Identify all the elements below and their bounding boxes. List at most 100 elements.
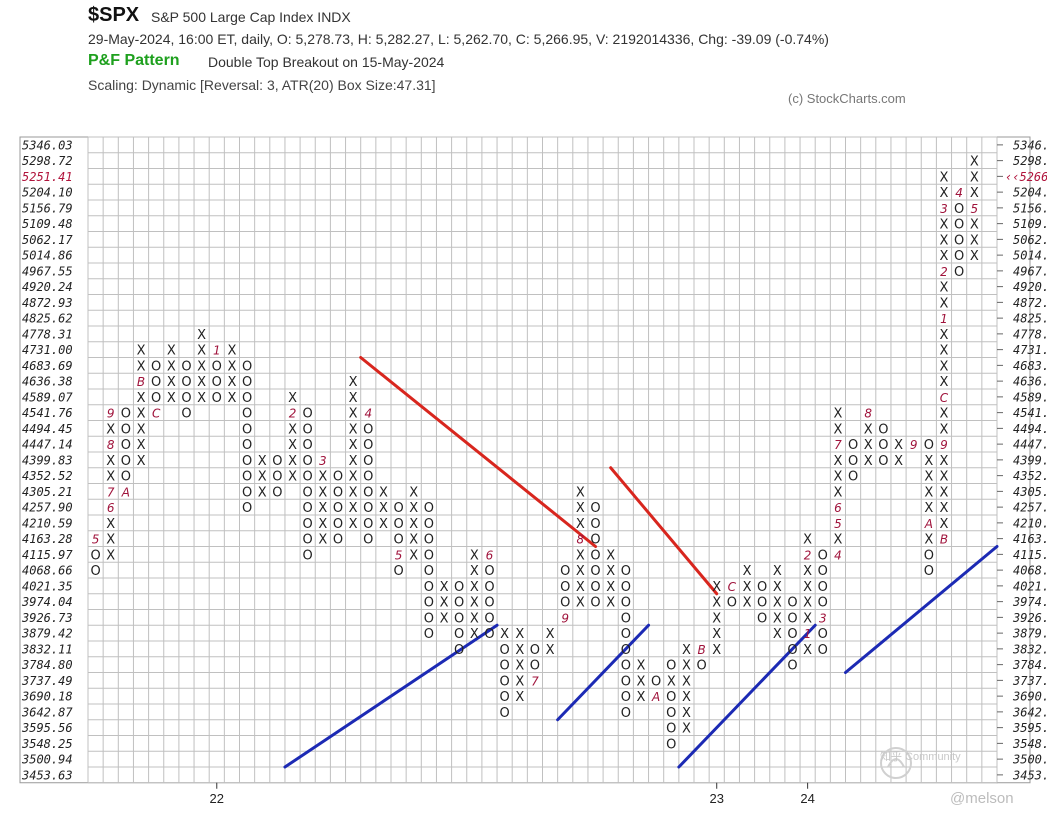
x-mark: X [470,596,479,611]
x-mark: X [803,611,812,626]
x-mark: X [940,328,949,343]
y-tick-label-left: 4399.83 [22,453,73,467]
o-mark: O [666,737,676,752]
o-mark: O [424,501,434,516]
o-mark: O [787,596,797,611]
o-mark: O [500,706,510,721]
month-marker: B [697,643,705,657]
pattern-label: P&F Pattern [88,52,180,69]
author-handle: @melson [950,790,1014,807]
x-mark: X [940,186,949,201]
o-mark: O [560,580,570,595]
x-mark: X [743,596,752,611]
x-mark: X [576,564,585,579]
y-tick-label-right: 4305.21 [1013,485,1047,499]
x-mark: X [349,470,358,485]
o-mark: O [787,627,797,642]
x-mark: X [349,485,358,500]
month-marker: 3 [319,454,327,468]
x-mark: X [712,596,721,611]
x-mark: X [349,422,358,437]
o-mark: O [500,690,510,705]
y-tick-label-left: 4541.76 [22,406,73,420]
x-mark: X [137,359,146,374]
y-tick-label-left: 4920.24 [22,280,73,294]
o-mark: O [242,375,252,390]
o-mark: O [303,501,313,516]
o-mark: O [242,470,252,485]
o-mark: O [621,564,631,579]
x-mark: X [349,438,358,453]
o-mark: O [954,218,964,233]
x-mark: X [288,422,297,437]
x-mark: X [515,627,524,642]
x-mark: X [349,501,358,516]
x-mark: X [197,359,206,374]
o-mark: O [90,564,100,579]
x-mark: X [833,485,842,500]
y-tick-label-left: 5251.41 [22,170,73,184]
x-mark: X [606,580,615,595]
y-tick-label-left: 3784.80 [21,658,73,672]
x-mark: X [227,375,236,390]
x-mark: X [227,359,236,374]
o-mark: O [424,611,434,626]
o-mark: O [666,722,676,737]
chart-grid [19,136,1031,784]
x-mark: X [576,580,585,595]
x-mark: X [576,596,585,611]
o-mark: O [363,517,373,532]
y-tick-label-left: 3690.18 [21,690,73,704]
o-mark: O [303,438,313,453]
y-tick-label-right: 4920.24 [1013,280,1047,294]
month-marker: 7 [834,438,842,452]
o-mark: O [121,438,131,453]
y-tick-label-left: 4021.35 [22,579,73,593]
x-mark: X [970,155,979,170]
x-mark: X [606,596,615,611]
o-mark: O [151,391,161,406]
y-tick-label-right: 4825.62 [1013,312,1047,326]
o-mark: O [924,564,934,579]
month-marker: 6 [486,548,494,562]
o-mark: O [303,422,313,437]
o-mark: O [651,674,661,689]
o-mark: O [590,580,600,595]
x-mark: X [940,359,949,374]
month-marker: C [152,407,161,421]
support-trendline [556,623,651,722]
y-tick-label-right: 4541.76 [1013,406,1047,420]
x-mark: X [106,517,115,532]
x-mark: X [258,454,267,469]
x-mark: X [894,454,903,469]
o-mark: O [590,548,600,563]
o-mark: O [621,690,631,705]
x-mark: X [803,533,812,548]
y-tick-label-right: 4778.31 [1013,327,1047,341]
o-mark: O [621,643,631,658]
o-mark: O [272,470,282,485]
y-tick-label-left: 4683.69 [22,359,73,373]
x-mark: X [470,548,479,563]
x-mark: X [682,706,691,721]
x-mark: X [803,596,812,611]
y-tick-label-right: 4257.90 [1013,501,1047,515]
o-mark: O [757,596,767,611]
o-mark: O [924,438,934,453]
x-mark: X [318,470,327,485]
y-tick-label-right: 5109.48 [1013,217,1047,231]
o-mark: O [848,438,858,453]
o-mark: O [90,548,100,563]
y-tick-label-left: 4210.59 [22,516,73,530]
y-tick-label-right: 3548.25 [1012,737,1047,751]
o-mark: O [272,454,282,469]
copyright-notice: (c) StockCharts.com [788,91,906,106]
y-tick-label-right: 4210.59 [1013,516,1047,530]
o-mark: O [333,533,343,548]
x-mark: X [940,218,949,233]
y-tick-label-left: 4163.28 [22,532,73,546]
o-mark: O [363,501,373,516]
o-mark: O [666,690,676,705]
y-tick-label-left: 4731.00 [22,343,73,357]
